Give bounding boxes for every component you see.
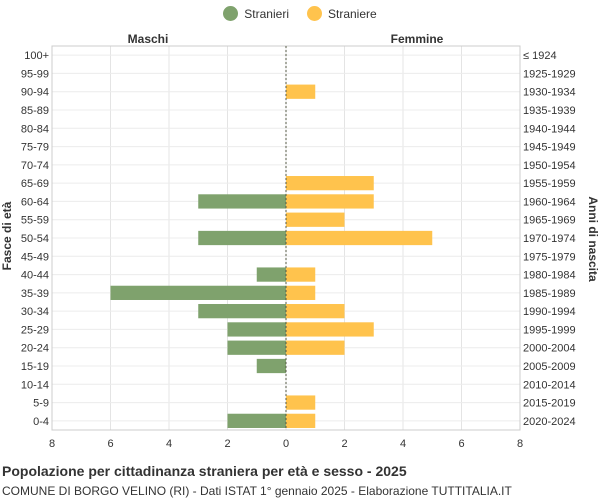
birth-year-label: 1980-1984 bbox=[523, 270, 576, 282]
birth-year-label: 1970-1974 bbox=[523, 233, 576, 245]
birth-year-label: 1990-1994 bbox=[523, 306, 576, 318]
birth-year-label: 2005-2009 bbox=[523, 361, 576, 373]
age-label: 80-84 bbox=[21, 123, 49, 135]
bar-male-50-54[interactable] bbox=[198, 230, 286, 246]
age-label: 75-79 bbox=[21, 142, 49, 154]
birth-year-label: 2010-2014 bbox=[523, 379, 576, 391]
legend: Stranieri Straniere bbox=[0, 6, 600, 21]
bar-female-30-34[interactable] bbox=[286, 304, 345, 319]
birth-year-label: 1945-1949 bbox=[523, 142, 576, 154]
birth-year-label: ≤ 1924 bbox=[523, 50, 557, 62]
age-label: 30-34 bbox=[21, 306, 49, 318]
bar-male-0-4[interactable] bbox=[227, 413, 287, 428]
birth-year-label: 2000-2004 bbox=[523, 343, 576, 355]
legend-item-stranieri[interactable]: Stranieri bbox=[223, 6, 289, 21]
birth-year-label: 2020-2024 bbox=[523, 416, 576, 428]
birth-year-label: 1940-1944 bbox=[523, 123, 576, 135]
chart-subtitle: COMUNE DI BORGO VELINO (RI) - Dati ISTAT… bbox=[2, 484, 512, 498]
x-tick-label: 0 bbox=[283, 438, 289, 450]
bar-male-60-64[interactable] bbox=[198, 194, 286, 209]
age-label: 50-54 bbox=[21, 233, 49, 245]
y-axis-label-right: Anni di nascita bbox=[586, 196, 600, 282]
age-label: 45-49 bbox=[21, 251, 49, 263]
birth-year-label: 1950-1954 bbox=[523, 160, 576, 172]
bar-female-0-4[interactable] bbox=[286, 413, 316, 428]
birth-year-label: 1930-1934 bbox=[523, 87, 576, 99]
birth-year-label: 1955-1959 bbox=[523, 178, 576, 190]
legend-label-straniere: Straniere bbox=[327, 6, 377, 21]
age-label: 85-89 bbox=[21, 105, 49, 117]
age-label: 70-74 bbox=[21, 160, 49, 172]
age-label: 60-64 bbox=[21, 196, 49, 208]
bar-male-35-39[interactable] bbox=[110, 285, 287, 300]
age-label: 65-69 bbox=[21, 178, 49, 190]
x-tick-label: 2 bbox=[224, 438, 230, 450]
legend-swatch-straniere bbox=[306, 6, 322, 21]
age-label: 90-94 bbox=[21, 87, 49, 99]
age-label: 95-99 bbox=[21, 68, 49, 80]
birth-year-label: 1975-1979 bbox=[523, 251, 576, 263]
bar-male-40-44[interactable] bbox=[256, 267, 286, 282]
bars-layer bbox=[110, 46, 433, 430]
age-label: 40-44 bbox=[21, 270, 49, 282]
chart-title: Popolazione per cittadinanza straniera p… bbox=[2, 463, 407, 479]
age-label: 55-59 bbox=[21, 215, 49, 227]
bar-male-20-24[interactable] bbox=[227, 340, 287, 355]
bar-female-20-24[interactable] bbox=[286, 340, 345, 355]
age-label: 100+ bbox=[24, 50, 49, 62]
bar-female-25-29[interactable] bbox=[286, 322, 374, 337]
bar-female-35-39[interactable] bbox=[286, 285, 316, 300]
age-label: 0-4 bbox=[33, 416, 49, 428]
bar-female-90-94[interactable] bbox=[286, 84, 316, 99]
birth-year-label: 1960-1964 bbox=[523, 196, 576, 208]
age-label: 10-14 bbox=[21, 379, 49, 391]
birth-year-label: 1935-1939 bbox=[523, 105, 576, 117]
birth-year-label: 1925-1929 bbox=[523, 68, 576, 80]
legend-item-straniere[interactable]: Straniere bbox=[306, 6, 377, 21]
x-tick-label: 4 bbox=[400, 438, 406, 450]
bar-male-15-19[interactable] bbox=[256, 358, 286, 374]
birth-year-label: 2015-2019 bbox=[523, 398, 576, 410]
left-header: Maschi bbox=[128, 32, 169, 46]
x-tick-label: 6 bbox=[458, 438, 464, 450]
x-tick-label: 6 bbox=[107, 438, 113, 450]
x-tick-label: 8 bbox=[517, 438, 523, 450]
bar-female-40-44[interactable] bbox=[286, 267, 316, 282]
birth-year-label: 1965-1969 bbox=[523, 215, 576, 227]
x-tick-label: 8 bbox=[49, 438, 55, 450]
x-tick-label: 4 bbox=[166, 438, 172, 450]
population-pyramid-chart: Maschi Femmine Fasce di età Anni di nasc… bbox=[0, 32, 600, 450]
legend-label-stranieri: Stranieri bbox=[244, 6, 289, 21]
bar-female-60-64[interactable] bbox=[286, 194, 374, 209]
age-label: 25-29 bbox=[21, 324, 49, 336]
bar-male-30-34[interactable] bbox=[198, 304, 286, 319]
bar-female-65-69[interactable] bbox=[286, 176, 374, 191]
y-axis-label-left: Fasce di età bbox=[0, 201, 14, 270]
birth-year-label: 1985-1989 bbox=[523, 288, 576, 300]
bar-male-25-29[interactable] bbox=[227, 322, 287, 337]
x-tick-label: 2 bbox=[341, 438, 347, 450]
bar-female-50-54[interactable] bbox=[286, 230, 433, 246]
age-label: 5-9 bbox=[33, 398, 49, 410]
bar-female-55-59[interactable] bbox=[286, 212, 345, 227]
age-label: 35-39 bbox=[21, 288, 49, 300]
birth-year-label: 1995-1999 bbox=[523, 324, 576, 336]
right-header: Femmine bbox=[391, 32, 444, 46]
age-label: 15-19 bbox=[21, 361, 49, 373]
bar-female-5-9[interactable] bbox=[286, 395, 316, 410]
age-label: 20-24 bbox=[21, 343, 49, 355]
legend-swatch-stranieri bbox=[223, 6, 239, 21]
